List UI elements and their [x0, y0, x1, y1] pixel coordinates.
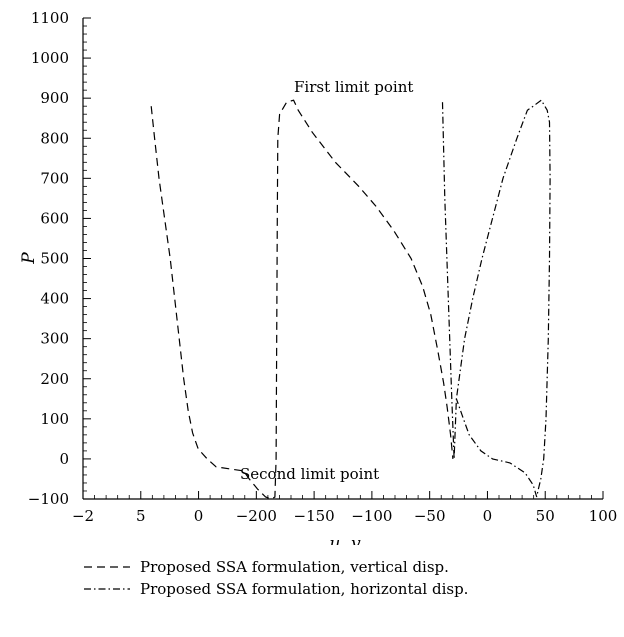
- legend-item-horizontal: Proposed SSA formulation, horizontal dis…: [84, 578, 468, 600]
- y-tick-label: 700: [40, 169, 69, 187]
- x-tick-label: 0: [483, 507, 493, 525]
- legend-label-horizontal: Proposed SSA formulation, horizontal dis…: [140, 580, 469, 598]
- line-chart: −100010020030040050060070080090010001100…: [19, 9, 618, 545]
- legend-swatch-dashdot: [84, 588, 130, 590]
- tick-labels: −100010020030040050060070080090010001100…: [28, 9, 618, 525]
- y-tick-label: −100: [28, 490, 69, 508]
- series-horizontal-disp-line: [441, 99, 551, 498]
- y-axis-title: P: [19, 252, 39, 265]
- x-tick-label: −100: [351, 507, 392, 525]
- y-tick-label: 400: [40, 290, 69, 308]
- series-vertical-disp-line: [150, 99, 454, 500]
- x-tick-label: −200: [236, 507, 277, 525]
- legend-item-vertical: Proposed SSA formulation, vertical disp.: [84, 556, 468, 578]
- series-lines: [150, 99, 551, 500]
- y-tick-label: 500: [40, 250, 69, 268]
- y-tick-label: 100: [40, 410, 69, 428]
- y-tick-label: 0: [59, 450, 69, 468]
- legend-swatch-dashed: [84, 566, 130, 568]
- x-axis-title: u, v: [329, 534, 361, 545]
- y-tick-label: 1100: [31, 9, 69, 27]
- x-tick-label: −50: [414, 507, 446, 525]
- x-tick-label: −150: [294, 507, 335, 525]
- x-tick-label: 5: [136, 507, 146, 525]
- axis-ticks: [82, 17, 604, 500]
- annotation-second-limit-point: Second limit point: [240, 465, 379, 483]
- y-tick-label: 300: [40, 330, 69, 348]
- x-tick-label: 50: [536, 507, 555, 525]
- y-tick-label: 1000: [31, 49, 69, 67]
- y-tick-label: 800: [40, 129, 69, 147]
- x-tick-label: 100: [589, 507, 618, 525]
- annotation-first-limit-point: First limit point: [294, 78, 413, 96]
- legend-label-vertical: Proposed SSA formulation, vertical disp.: [140, 558, 449, 576]
- x-tick-label: 0: [194, 507, 204, 525]
- y-tick-label: 200: [40, 370, 69, 388]
- x-tick-label: −2: [72, 507, 94, 525]
- y-tick-label: 900: [40, 89, 69, 107]
- y-tick-label: 600: [40, 209, 69, 227]
- legend: Proposed SSA formulation, vertical disp.…: [84, 556, 468, 600]
